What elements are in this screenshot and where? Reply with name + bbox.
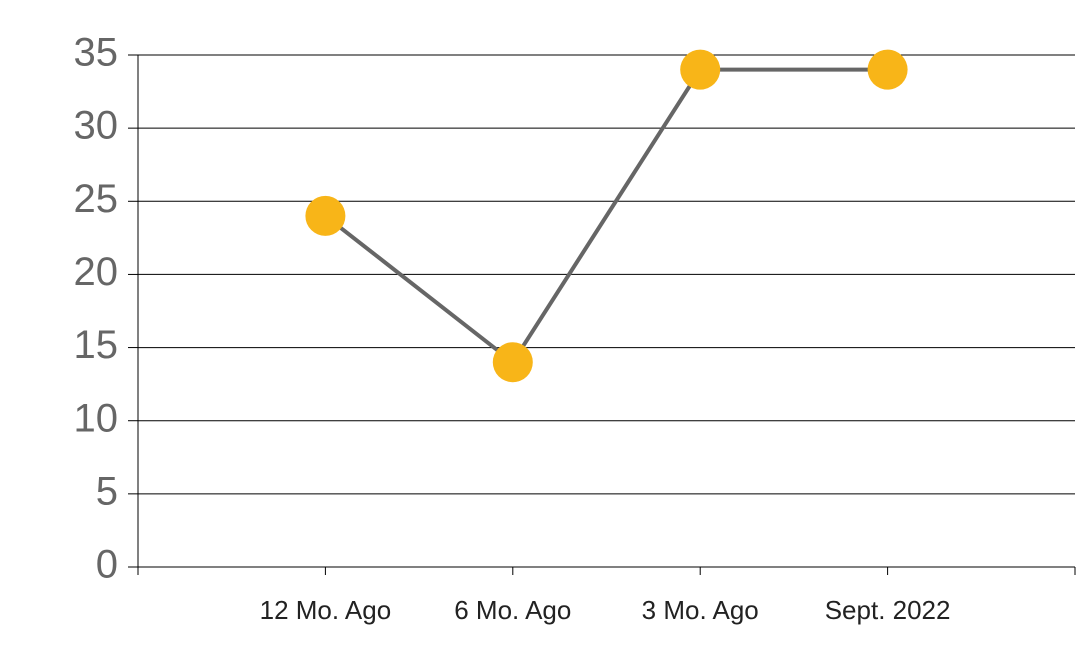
- x-tick-label: 6 Mo. Ago: [454, 595, 571, 625]
- x-tick-label: 3 Mo. Ago: [642, 595, 759, 625]
- y-tick-label: 5: [96, 469, 118, 513]
- y-tick-label: 25: [74, 177, 119, 221]
- marker: [305, 195, 346, 236]
- line: [324, 67, 888, 366]
- marker: [867, 49, 908, 90]
- y-tick-label: 30: [74, 104, 119, 148]
- y-tick-label: 20: [74, 250, 119, 294]
- x-tick-label: Sept. 2022: [825, 595, 951, 625]
- y-tick-label: 10: [74, 396, 119, 440]
- marker: [680, 49, 721, 90]
- y-tick-label: 35: [74, 31, 119, 75]
- x-tick-label: 12 Mo. Ago: [260, 595, 392, 625]
- y-tick-label: 0: [96, 543, 118, 587]
- y-tick-label: 15: [74, 323, 119, 367]
- marker: [492, 342, 533, 383]
